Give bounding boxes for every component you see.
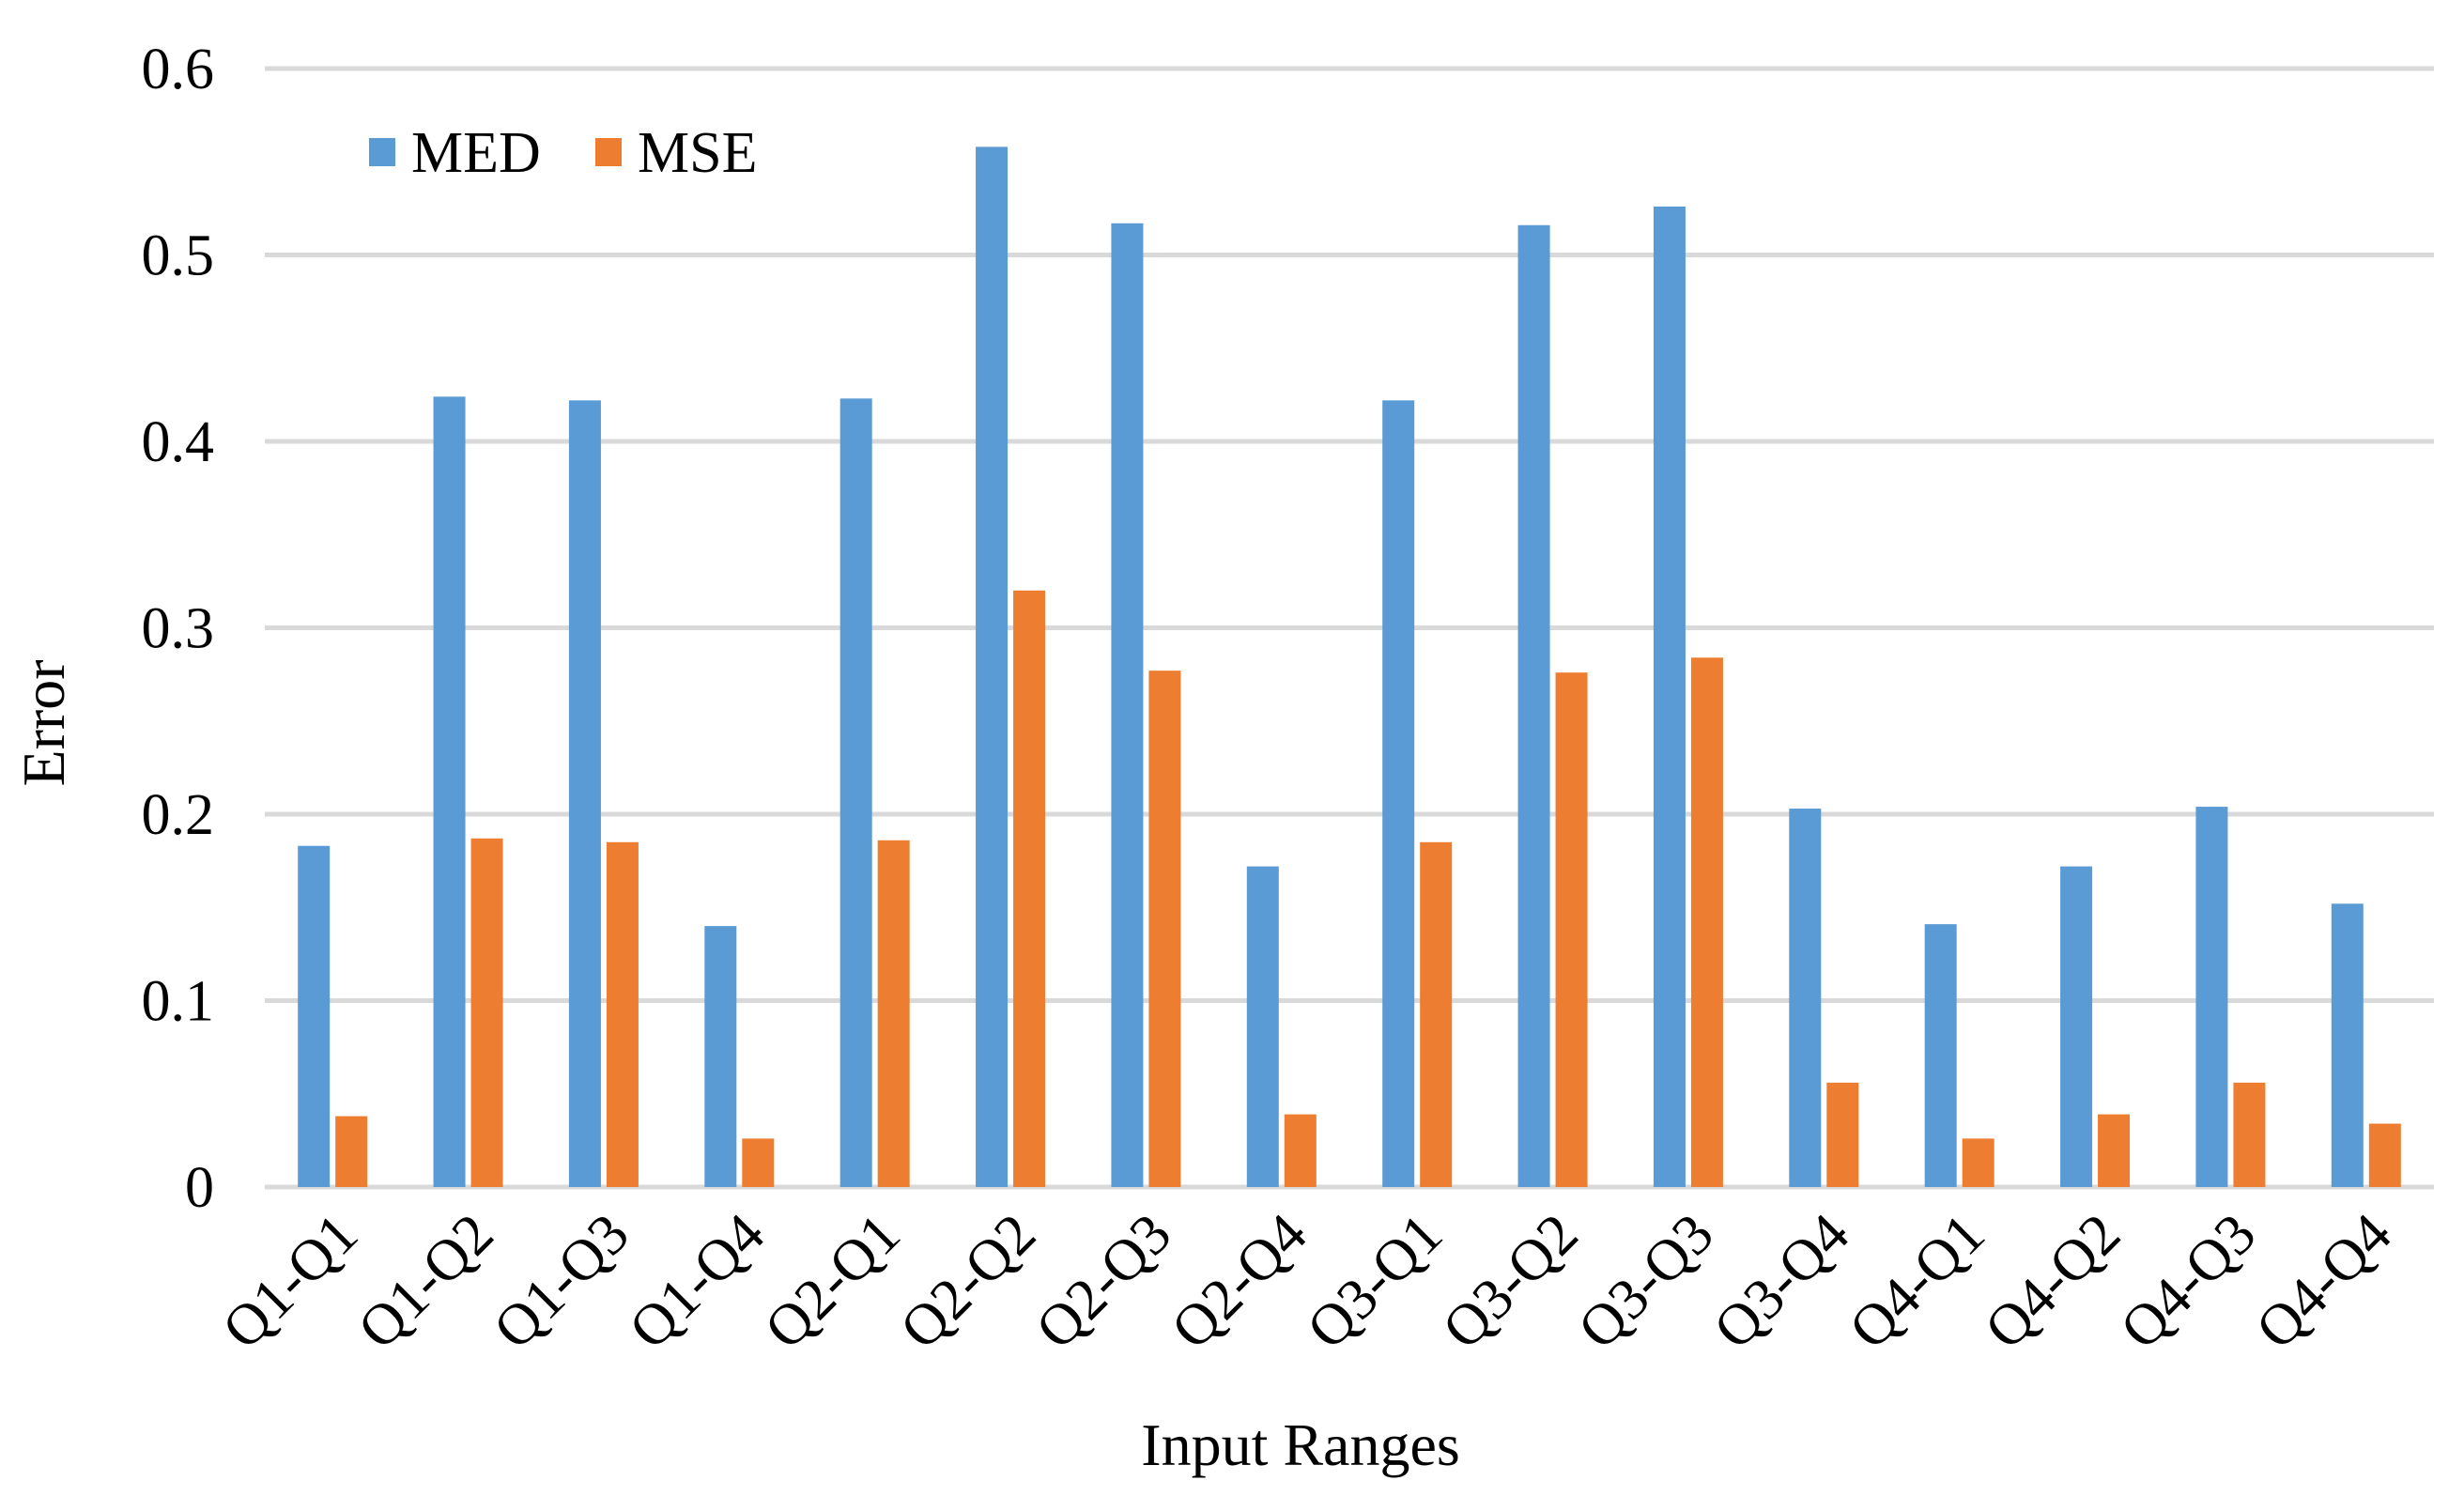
x-tick-label: Q2-Q4 (1160, 1202, 1319, 1362)
y-tick-label: 0.4 (142, 410, 215, 474)
x-tick-label: Q2-Q3 (1024, 1202, 1183, 1362)
legend-label-med: MED (411, 121, 541, 185)
bar-med-q3-q2 (1517, 224, 1550, 1188)
bar-mse-q3-q1 (1420, 841, 1453, 1187)
bar-med-q1-q1 (298, 845, 331, 1187)
x-tick-label: Q3-Q3 (1566, 1202, 1726, 1362)
bar-mse-q4-q2 (2098, 1114, 2131, 1187)
legend: MED MSE (369, 121, 757, 185)
bar-mse-q3-q3 (1690, 657, 1723, 1187)
bar-med-q2-q1 (839, 398, 872, 1188)
x-tick-label: Q2-Q1 (753, 1202, 913, 1362)
x-axis-title: Input Ranges (1141, 1411, 1460, 1478)
x-tick-label: Q3-Q2 (1431, 1202, 1591, 1362)
bar-med-q1-q2 (433, 396, 466, 1187)
x-tick-label: Q4-Q4 (2244, 1202, 2404, 1362)
legend-swatch-med (369, 138, 395, 166)
x-tick-label: Q1-Q4 (617, 1202, 777, 1362)
y-tick-label: 0.2 (142, 783, 215, 847)
y-axis-ticks: 0 0.1 0.2 0.3 0.4 0.5 0.6 (142, 38, 215, 1220)
bar-mse-q2-q3 (1148, 671, 1181, 1187)
bar-mse-q4-q3 (2233, 1082, 2266, 1187)
bar-med-q2-q4 (1246, 866, 1279, 1187)
bar-mse-q1-q3 (606, 841, 639, 1187)
x-tick-label: Q4-Q3 (2108, 1202, 2268, 1362)
y-tick-label: 0.6 (142, 38, 215, 101)
bar-mse-q2-q4 (1284, 1114, 1317, 1187)
bar-med-q3-q4 (1789, 809, 1822, 1187)
legend-swatch-mse (595, 138, 622, 166)
y-tick-label: 0.3 (142, 597, 215, 661)
x-tick-label: Q3-Q4 (1702, 1202, 1861, 1362)
bar-mse-q4-q1 (1962, 1138, 1994, 1187)
x-tick-label: Q1-Q2 (346, 1202, 506, 1362)
bar-med-q2-q2 (976, 147, 1009, 1187)
bar-mse-q1-q4 (742, 1138, 775, 1187)
bar-mse-q2-q2 (1013, 590, 1046, 1187)
y-tick-label: 0.1 (142, 970, 215, 1034)
bar-med-q1-q3 (568, 400, 601, 1188)
x-tick-label: Q4-Q1 (1838, 1202, 1997, 1362)
x-tick-label: Q1-Q3 (482, 1202, 641, 1362)
bar-med-q4-q1 (1924, 924, 1957, 1187)
x-tick-label: Q2-Q2 (888, 1202, 1048, 1362)
bar-med-q4-q4 (2331, 903, 2364, 1187)
bar-mse-q1-q2 (470, 838, 503, 1187)
bar-mse-q4-q4 (2368, 1123, 2401, 1187)
bar-med-q3-q1 (1382, 400, 1415, 1188)
x-tick-label: Q3-Q1 (1295, 1202, 1455, 1362)
bar-mse-q3-q2 (1555, 672, 1588, 1187)
y-tick-label: 0.5 (142, 224, 215, 288)
bars (298, 147, 2401, 1188)
legend-label-mse: MSE (638, 121, 757, 185)
x-tick-label: Q4-Q2 (1973, 1202, 2133, 1362)
bar-mse-q1-q1 (335, 1116, 368, 1187)
bar-med-q2-q3 (1111, 223, 1144, 1187)
x-tick-label: Q1-Q1 (210, 1202, 370, 1362)
y-tick-label: 0 (185, 1156, 214, 1220)
bar-med-q4-q3 (2195, 807, 2228, 1187)
bar-med-q3-q3 (1653, 206, 1686, 1187)
bar-mse-q3-q4 (1826, 1082, 1859, 1187)
bar-mse-q2-q1 (877, 840, 910, 1187)
bar-med-q1-q4 (704, 926, 737, 1187)
y-axis-title: Error (10, 659, 77, 786)
bar-med-q4-q2 (2060, 866, 2093, 1187)
x-axis-ticks: Q1-Q1Q1-Q2Q1-Q3Q1-Q4Q2-Q1Q2-Q2Q2-Q3Q2-Q4… (210, 1202, 2403, 1362)
